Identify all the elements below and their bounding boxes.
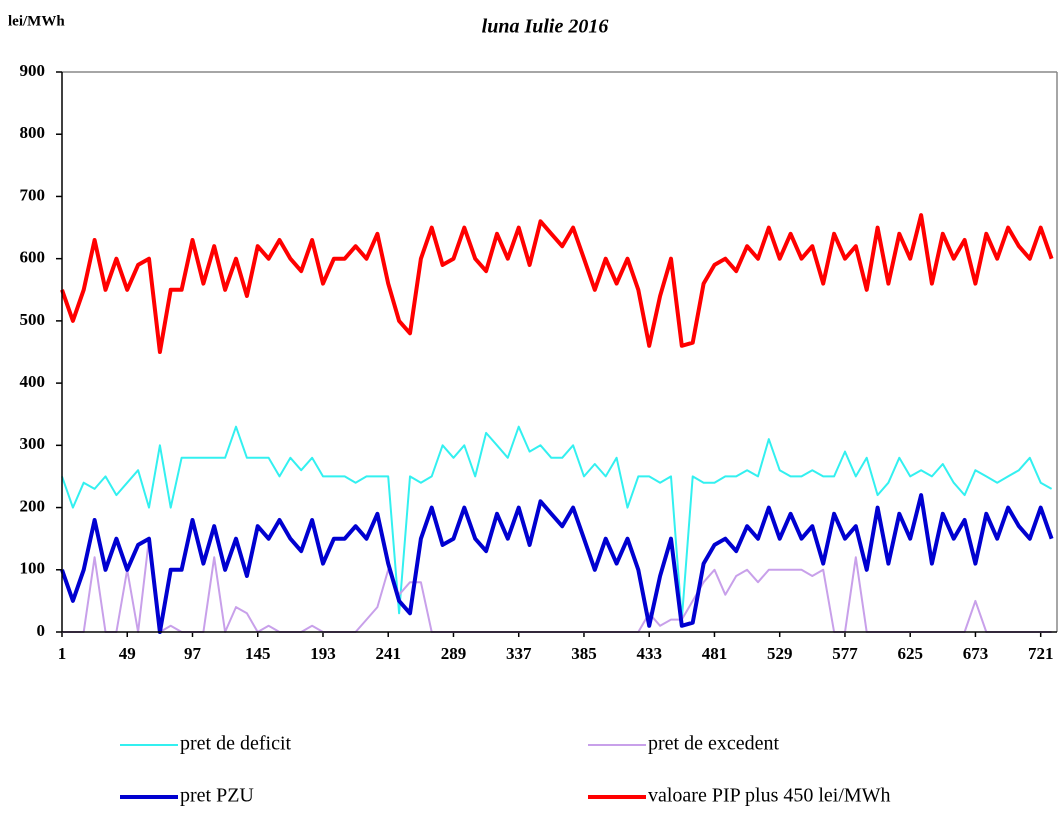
y-tick-label: 600	[20, 248, 46, 267]
legend-label: valoare PIP plus 450 lei/MWh	[648, 785, 891, 807]
x-tick-label: 193	[310, 644, 336, 663]
x-tick-label: 289	[441, 644, 467, 663]
x-tick-label: 721	[1028, 644, 1054, 663]
y-tick-label: 200	[20, 496, 46, 515]
y-tick-label: 100	[20, 559, 46, 578]
y-tick-label: 900	[20, 61, 46, 80]
series-line	[62, 537, 1052, 633]
x-tick-label: 49	[119, 644, 136, 663]
x-tick-label: 385	[571, 644, 597, 663]
y-tick-label: 800	[20, 123, 46, 142]
x-tick-label: 145	[245, 644, 271, 663]
series-line	[60, 213, 1054, 354]
series-line	[61, 425, 1053, 621]
x-tick-label: 433	[636, 644, 662, 663]
y-tick-label: 400	[20, 372, 46, 391]
y-tick-label: 300	[20, 434, 46, 453]
x-tick-label: 625	[897, 644, 923, 663]
y-axis-label: lei/MWh	[8, 13, 65, 29]
y-tick-label: 700	[20, 185, 46, 204]
chart-title: luna Iulie 2016	[482, 16, 609, 38]
x-tick-label: 337	[506, 644, 532, 663]
x-tick-label: 577	[832, 644, 858, 663]
legend-label: pret de excedent	[648, 733, 779, 755]
series-line	[60, 493, 1054, 634]
x-tick-label: 241	[375, 644, 401, 663]
x-tick-label: 97	[184, 644, 202, 663]
y-tick-label: 500	[20, 310, 46, 329]
x-tick-label: 673	[963, 644, 989, 663]
x-tick-label: 1	[58, 644, 67, 663]
legend-label: pret PZU	[180, 785, 254, 807]
x-tick-label: 481	[702, 644, 728, 663]
x-tick-label: 529	[767, 644, 793, 663]
legend-label: pret de deficit	[180, 733, 291, 755]
y-tick-label: 0	[37, 621, 46, 640]
